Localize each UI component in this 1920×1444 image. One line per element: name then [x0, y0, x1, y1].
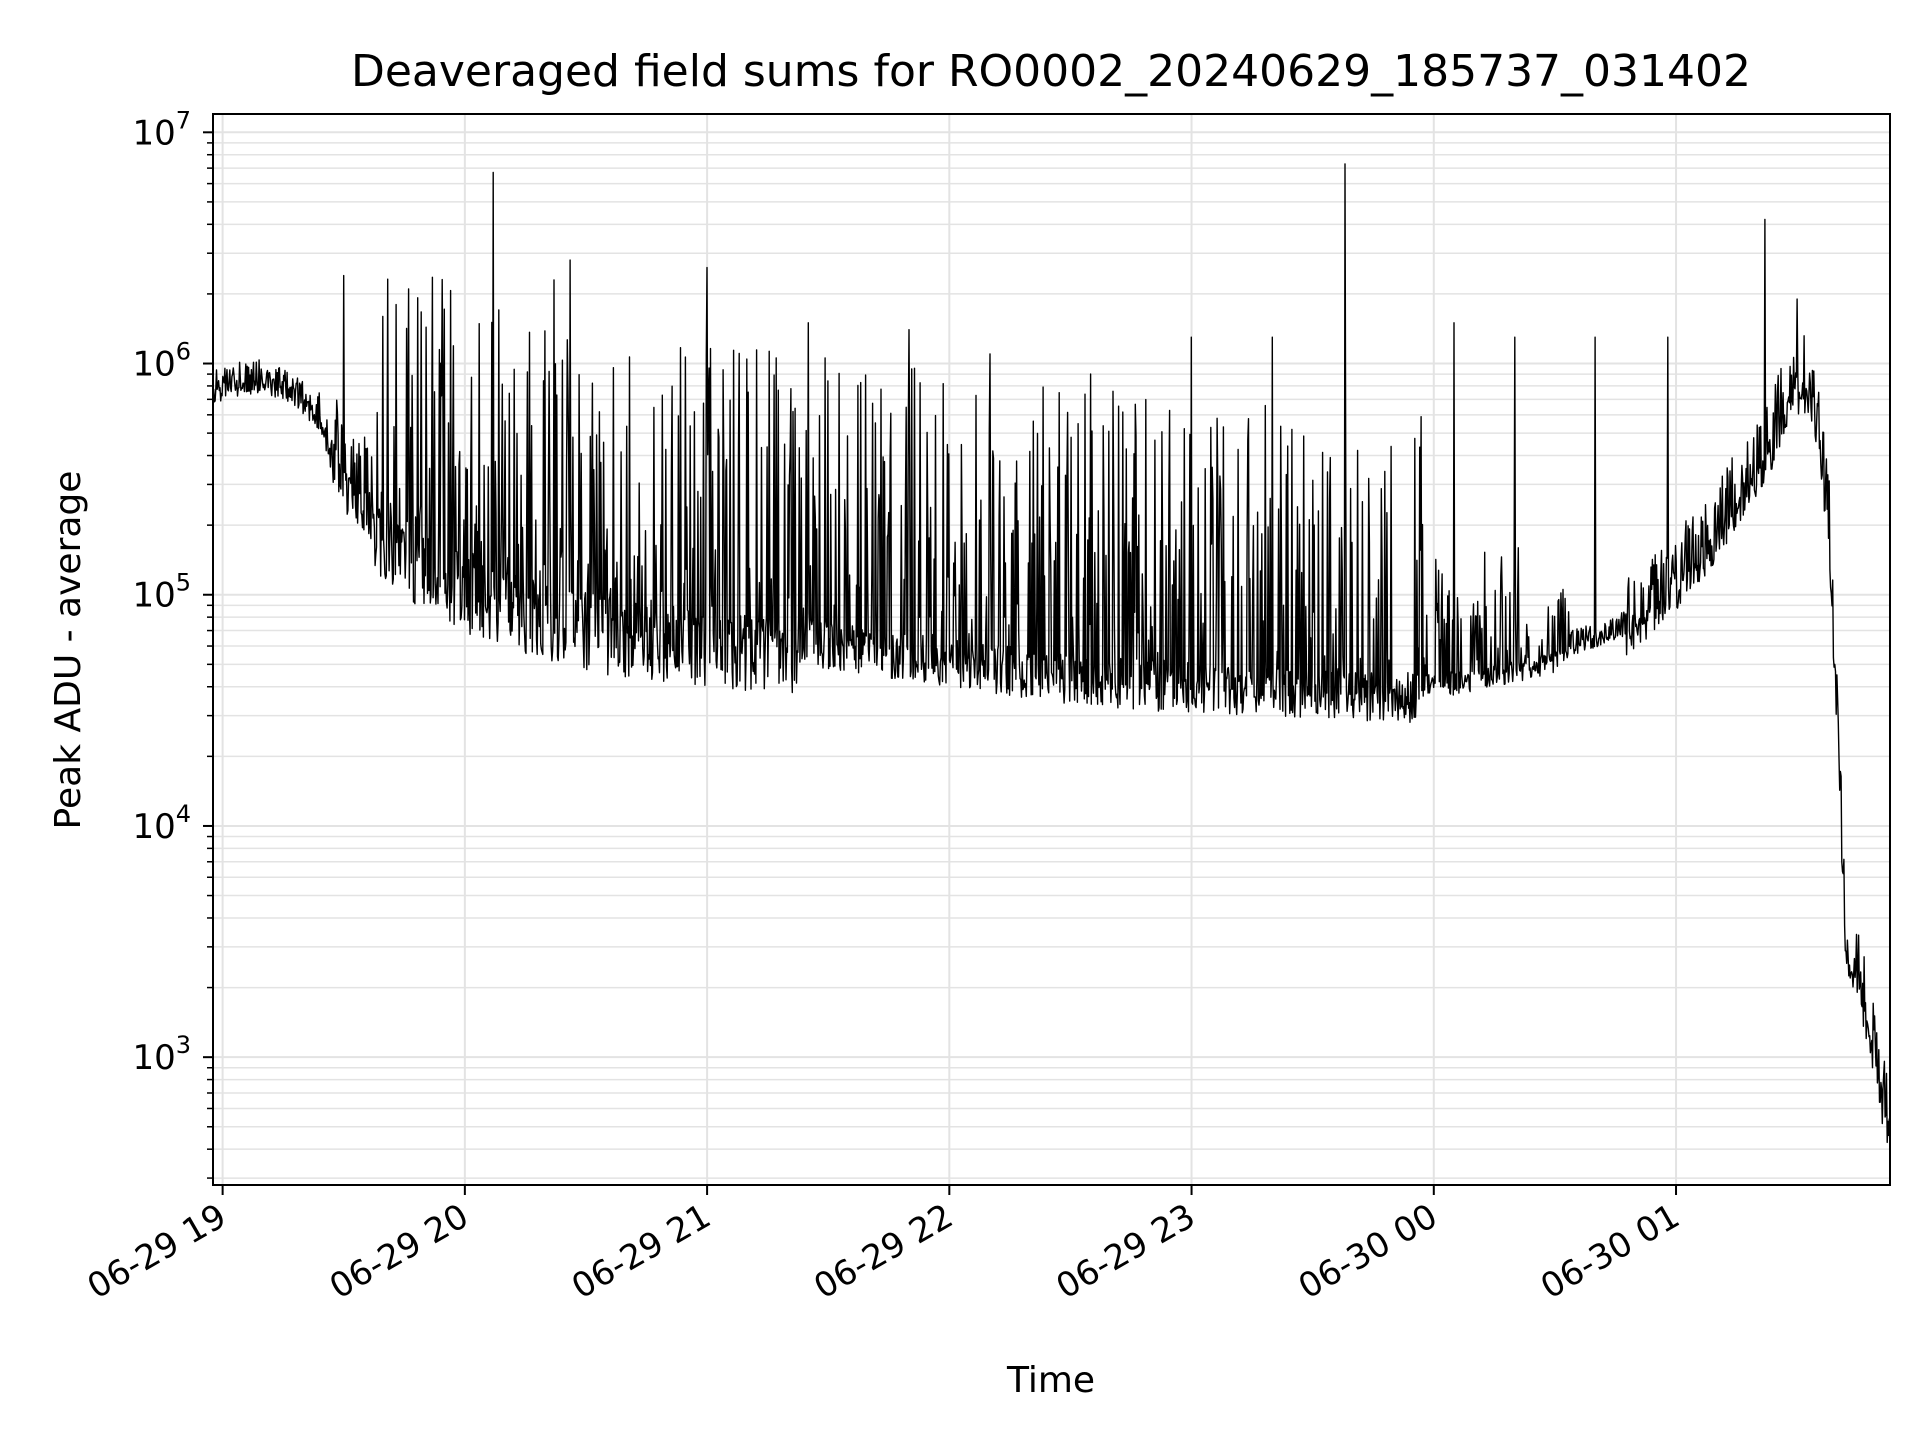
x-axis-label: Time: [1006, 1360, 1095, 1401]
y-axis-label: Peak ADU - average: [48, 471, 89, 830]
y-tick-base: 10: [132, 576, 175, 616]
y-tick-exponent: 5: [176, 569, 191, 597]
y-tick-exponent: 4: [176, 800, 191, 828]
chart-title: Deaveraged field sums for RO0002_2024062…: [351, 46, 1751, 97]
y-tick-base: 10: [132, 1038, 175, 1078]
y-tick-exponent: 6: [176, 338, 191, 366]
y-tick-base: 10: [132, 113, 175, 153]
y-tick-base: 10: [132, 345, 175, 385]
y-tick-exponent: 7: [176, 106, 191, 134]
y-tick-exponent: 3: [176, 1031, 191, 1059]
y-tick-base: 10: [132, 807, 175, 847]
